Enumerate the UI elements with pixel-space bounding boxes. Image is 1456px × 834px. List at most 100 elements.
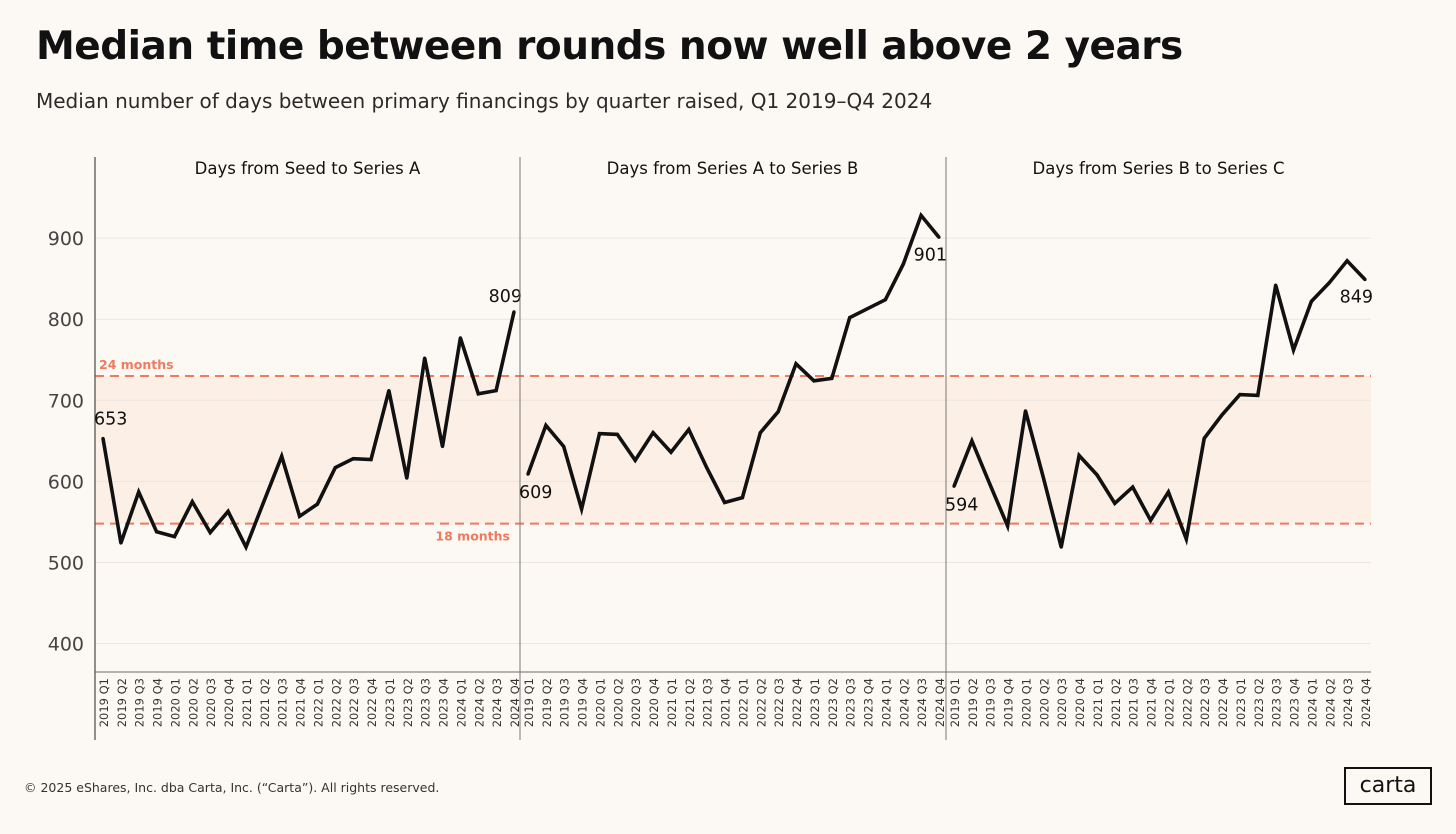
data-point xyxy=(758,431,762,435)
y-tick-label: 900 xyxy=(48,228,84,250)
data-point xyxy=(101,436,105,441)
x-tick-label: 2023 Q1 xyxy=(1234,678,1248,727)
x-tick-label: 2024 Q3 xyxy=(915,678,929,727)
data-point xyxy=(333,466,337,470)
x-tick-label: 2021 Q3 xyxy=(1127,678,1141,727)
data-point xyxy=(494,388,498,393)
x-tick-label: 2021 Q4 xyxy=(1145,678,1159,727)
x-tick-label: 2023 Q3 xyxy=(844,678,858,727)
x-tick-label: 2024 Q2 xyxy=(472,678,486,727)
x-tick-label: 2024 Q4 xyxy=(933,678,947,727)
data-point xyxy=(315,502,320,506)
x-tick-label: 2020 Q3 xyxy=(204,678,218,727)
x-tick-label: 2023 Q4 xyxy=(862,678,876,727)
data-point xyxy=(1095,473,1099,477)
x-tick-label: 2022 Q1 xyxy=(736,678,750,727)
data-label: 809 xyxy=(489,287,522,307)
y-tick-label: 500 xyxy=(48,553,84,575)
data-point xyxy=(1041,475,1045,479)
data-point xyxy=(794,362,798,366)
data-point xyxy=(1238,393,1242,397)
x-tick-label: 2021 Q4 xyxy=(294,678,308,727)
panel-title: Days from Seed to Series A xyxy=(195,159,421,178)
data-point xyxy=(705,466,709,470)
panel-title: Days from Series A to Series B xyxy=(607,159,859,178)
x-tick-label: 2022 Q4 xyxy=(790,678,804,727)
data-label: 849 xyxy=(1340,287,1373,307)
x-tick-label: 2021 Q2 xyxy=(258,678,272,727)
x-tick-label: 2019 Q4 xyxy=(151,678,165,727)
data-point xyxy=(901,262,905,266)
x-tick-label: 2022 Q1 xyxy=(1162,678,1176,727)
x-tick-label: 2022 Q1 xyxy=(311,678,325,727)
x-tick-label: 2019 Q3 xyxy=(133,678,147,727)
data-point xyxy=(1220,413,1224,417)
data-point xyxy=(597,431,602,436)
x-tick-label: 2019 Q1 xyxy=(948,678,962,727)
x-tick-label: 2024 Q4 xyxy=(1359,678,1373,727)
data-point xyxy=(1131,485,1135,489)
data-point xyxy=(722,500,727,505)
x-tick-label: 2023 Q1 xyxy=(808,678,822,727)
data-point xyxy=(740,496,745,500)
data-point xyxy=(830,376,834,381)
x-tick-label: 2019 Q3 xyxy=(984,678,998,727)
x-tick-label: 2022 Q4 xyxy=(1216,678,1230,727)
data-point xyxy=(848,315,852,320)
x-tick-label: 2020 Q1 xyxy=(593,678,607,727)
data-point xyxy=(651,431,655,435)
x-tick-label: 2021 Q3 xyxy=(276,678,290,727)
data-point xyxy=(226,509,230,514)
data-label: 653 xyxy=(94,409,127,429)
x-tick-label: 2021 Q2 xyxy=(683,678,697,727)
x-tick-label: 2024 Q1 xyxy=(454,678,468,727)
data-point xyxy=(988,482,992,486)
x-tick-label: 2019 Q2 xyxy=(540,678,554,727)
x-tick-label: 2023 Q2 xyxy=(1252,678,1266,727)
x-tick-label: 2020 Q4 xyxy=(222,678,236,727)
data-point xyxy=(1148,518,1153,522)
x-tick-label: 2022 Q4 xyxy=(365,678,379,727)
data-point xyxy=(1023,409,1028,413)
data-point xyxy=(244,545,248,549)
x-tick-label: 2024 Q1 xyxy=(879,678,893,727)
data-point xyxy=(562,444,566,449)
x-tick-label: 2020 Q1 xyxy=(168,678,182,727)
x-tick-label: 2019 Q1 xyxy=(97,678,111,727)
x-tick-label: 2022 Q3 xyxy=(347,678,361,727)
x-tick-label: 2024 Q2 xyxy=(897,678,911,727)
y-tick-label: 400 xyxy=(48,634,84,656)
data-point xyxy=(633,458,637,462)
data-point xyxy=(544,423,548,428)
data-point xyxy=(1309,299,1313,303)
data-point xyxy=(137,490,141,494)
data-point xyxy=(262,500,266,504)
data-point xyxy=(919,213,923,217)
x-tick-label: 2020 Q1 xyxy=(1019,678,1033,727)
y-tick-label: 800 xyxy=(48,309,84,331)
chart-subtitle: Median number of days between primary fi… xyxy=(36,89,933,113)
data-point xyxy=(812,379,816,383)
x-tick-label: 2021 Q1 xyxy=(1091,678,1105,727)
data-point xyxy=(615,432,619,436)
data-point xyxy=(155,530,159,534)
x-tick-label: 2023 Q1 xyxy=(383,678,397,727)
x-tick-label: 2020 Q4 xyxy=(1073,678,1087,727)
data-point xyxy=(119,541,123,545)
data-point xyxy=(580,507,584,511)
x-tick-label: 2019 Q2 xyxy=(115,678,129,727)
data-point xyxy=(526,472,530,476)
data-point xyxy=(1184,537,1188,541)
data-point xyxy=(297,514,302,518)
data-point xyxy=(669,450,673,454)
data-point xyxy=(1059,545,1063,549)
x-tick-label: 2020 Q2 xyxy=(1037,678,1051,727)
x-tick-label: 2024 Q4 xyxy=(508,678,522,727)
data-point xyxy=(883,298,887,302)
data-point xyxy=(776,410,780,414)
x-tick-label: 2023 Q3 xyxy=(419,678,433,727)
data-point xyxy=(512,310,516,314)
x-tick-label: 2019 Q1 xyxy=(522,678,536,727)
x-tick-label: 2022 Q2 xyxy=(329,678,343,727)
data-label: 609 xyxy=(519,483,552,503)
